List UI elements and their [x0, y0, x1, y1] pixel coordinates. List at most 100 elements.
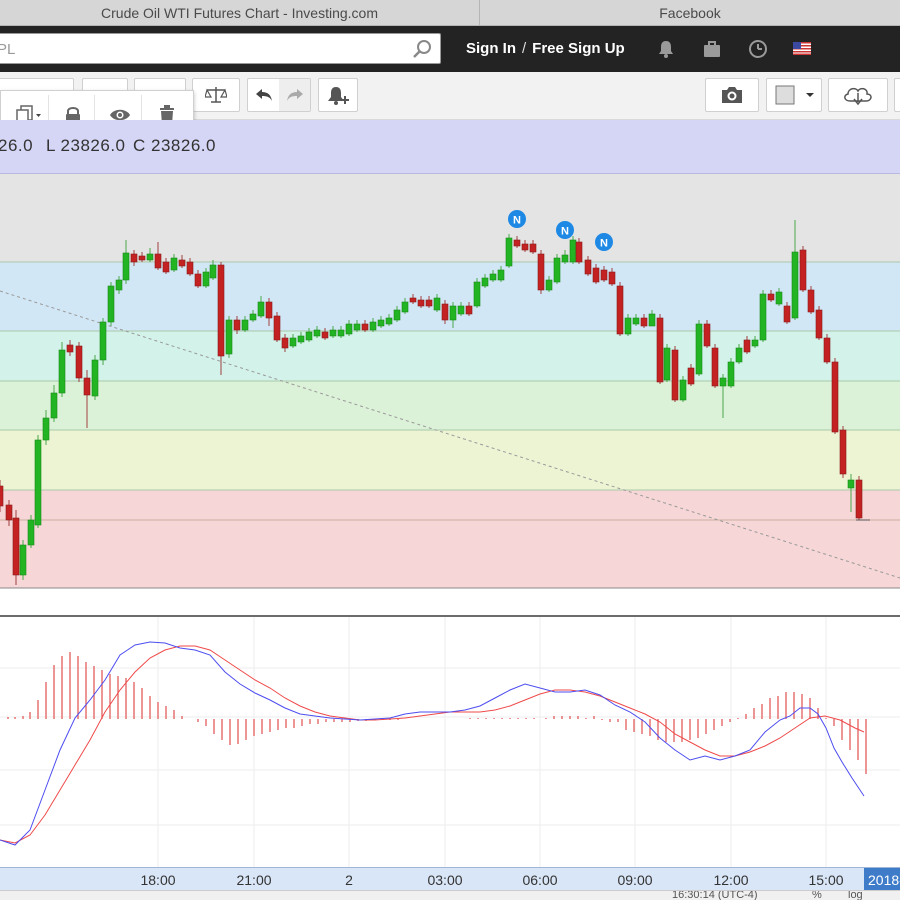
- color-picker-button[interactable]: [766, 78, 822, 112]
- candle-body: [497, 269, 505, 281]
- time-axis-label: 2: [345, 872, 353, 888]
- candle-body: [799, 249, 807, 291]
- free-sign-up-link[interactable]: Free Sign Up: [532, 40, 625, 57]
- candle-body: [385, 317, 393, 325]
- candle-body: [648, 313, 656, 327]
- search-icon[interactable]: [412, 39, 432, 59]
- panel-divider[interactable]: [0, 615, 900, 617]
- candle-body: [83, 377, 91, 396]
- candle-body: [711, 347, 719, 387]
- candle-body: [425, 299, 433, 307]
- candle-body: [353, 323, 361, 331]
- cloud-download-button[interactable]: [828, 78, 888, 112]
- candle-body: [273, 315, 281, 341]
- candle-body: [337, 329, 345, 337]
- candle-body: [42, 417, 50, 441]
- candle-body: [847, 479, 855, 489]
- eye-icon: [109, 109, 130, 121]
- candle-body: [671, 349, 679, 401]
- candle-body: [5, 504, 13, 521]
- macd-background: [0, 617, 900, 867]
- candle-body: [545, 279, 553, 291]
- candle-body: [369, 321, 377, 331]
- candle-body: [377, 319, 385, 327]
- news-marker[interactable]: N: [556, 221, 574, 239]
- candle-body: [107, 285, 115, 323]
- candle-body: [99, 321, 107, 361]
- news-marker-dot: [508, 210, 526, 228]
- candle-body: [513, 239, 521, 247]
- toolbar-button-partial-right[interactable]: [894, 78, 900, 112]
- log-toggle[interactable]: log: [848, 890, 863, 900]
- candle-body: [521, 243, 529, 251]
- search-input[interactable]: PL: [0, 33, 441, 64]
- screenshot-button[interactable]: [705, 78, 759, 112]
- candle-body: [186, 261, 194, 275]
- redo-button[interactable]: [279, 79, 310, 111]
- browser-tab-facebook[interactable]: Facebook: [659, 5, 721, 21]
- candle-body: [561, 254, 569, 263]
- news-marker-dot: [556, 221, 574, 239]
- candle-body: [178, 259, 186, 267]
- visibility-button[interactable]: [98, 95, 142, 135]
- candle-body: [66, 344, 74, 353]
- candle-body: [656, 317, 664, 383]
- add-alert-icon: [328, 87, 349, 105]
- news-marker-dot: [595, 233, 613, 251]
- candle-body: [433, 297, 441, 311]
- us-flag-icon[interactable]: [793, 42, 811, 55]
- candle-body: [345, 323, 353, 335]
- undo-redo-group: [247, 78, 311, 112]
- undo-button[interactable]: [248, 79, 279, 111]
- candle-body: [91, 359, 99, 397]
- news-marker[interactable]: N: [508, 210, 526, 228]
- clock-icon[interactable]: [748, 39, 768, 59]
- candle-body: [170, 257, 178, 271]
- candle-body: [162, 261, 170, 273]
- percent-toggle[interactable]: %: [812, 890, 822, 900]
- browser-tab-investing[interactable]: Crude Oil WTI Futures Chart - Investing.…: [0, 0, 480, 26]
- macd-signal-line: [0, 645, 865, 844]
- macd-line: [0, 641, 865, 846]
- macd-chart[interactable]: [0, 617, 900, 867]
- scale-button[interactable]: [192, 78, 240, 112]
- candle-body: [209, 264, 217, 279]
- sign-in-link[interactable]: Sign In: [466, 40, 516, 57]
- bell-icon[interactable]: [656, 39, 676, 59]
- candle-body: [249, 313, 257, 321]
- candle-body: [663, 347, 671, 381]
- cloud-download-icon: [844, 87, 872, 106]
- candle-body: [233, 319, 241, 331]
- candle-body: [393, 309, 401, 321]
- status-time: 16:30:14 (UTC-4): [672, 890, 758, 900]
- candle-body: [441, 303, 449, 321]
- search-query-text: PL: [0, 41, 16, 58]
- color-swatch-icon: [775, 85, 814, 105]
- candle-body: [225, 319, 233, 355]
- candle-body: [449, 305, 457, 321]
- candle-body: [751, 339, 759, 347]
- add-alert-button[interactable]: [318, 78, 358, 112]
- briefcase-icon[interactable]: [702, 39, 722, 59]
- candle-body: [75, 345, 83, 379]
- price-chart[interactable]: N N N: [0, 174, 900, 616]
- trend-line: [0, 290, 900, 579]
- candle-body: [241, 319, 249, 331]
- low-value: L 23826.0: [46, 136, 126, 155]
- candle-body: [58, 349, 66, 394]
- candle-body: [783, 305, 791, 323]
- candle-body: [703, 323, 711, 347]
- time-axis-label: 09:00: [617, 872, 653, 888]
- news-marker[interactable]: N: [595, 233, 613, 251]
- candle-body: [321, 331, 329, 339]
- candle-body: [0, 485, 4, 507]
- candle-body: [489, 273, 497, 281]
- browser-tab-bar: Crude Oil WTI Futures Chart - Investing.…: [0, 0, 900, 26]
- fib-zone: [0, 381, 900, 430]
- candle-body: [417, 299, 425, 307]
- time-axis-label: 15:00: [808, 872, 844, 888]
- candle-body: [409, 297, 417, 303]
- candle-body: [265, 301, 273, 319]
- candle-body: [831, 361, 839, 433]
- candle-body: [679, 379, 687, 401]
